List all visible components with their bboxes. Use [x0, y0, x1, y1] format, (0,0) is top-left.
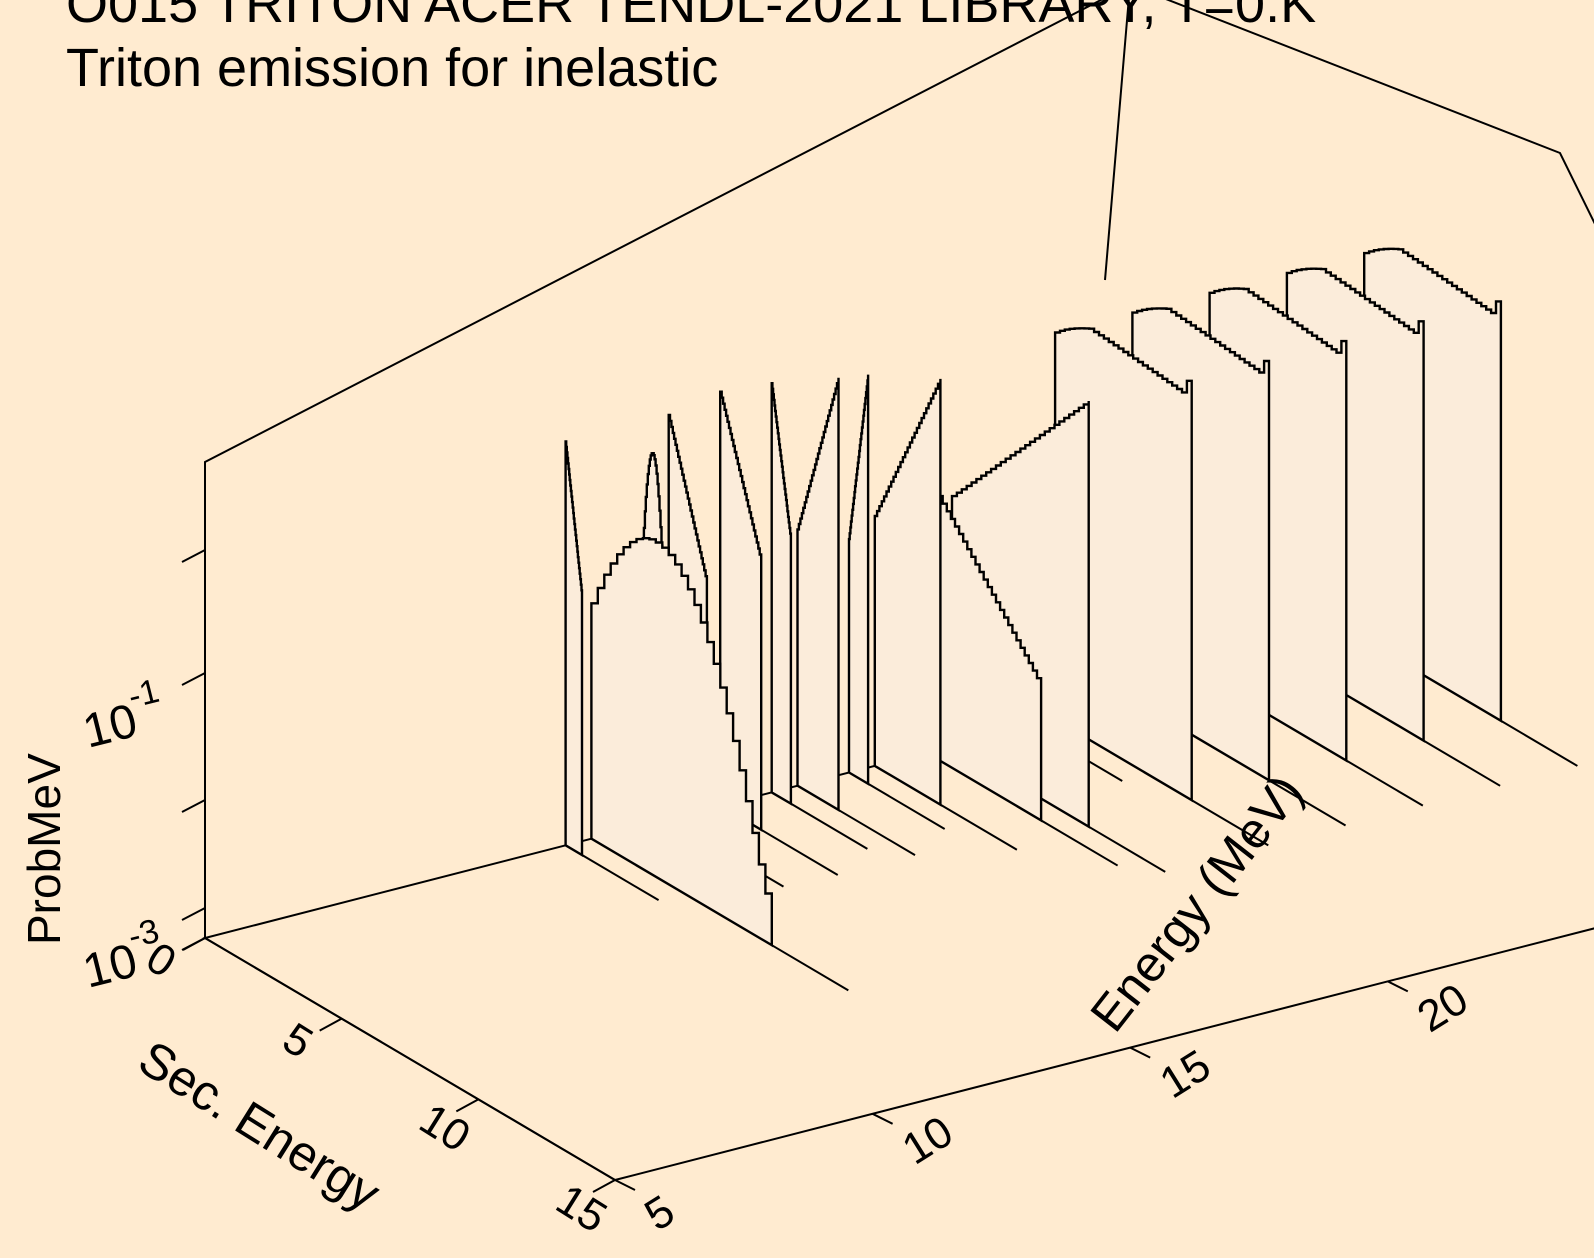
trace-slice [796, 377, 840, 813]
y-tick [1129, 1046, 1151, 1059]
y-tick-label: 5 [636, 1186, 683, 1241]
axes-layer [181, 0, 1594, 1193]
y-tick-label: 15 [1152, 1041, 1219, 1108]
trace-baseline [867, 782, 946, 830]
x-tick [592, 1179, 616, 1193]
trace-baseline [837, 809, 916, 856]
trace-slice [770, 382, 793, 806]
back-wall-right [1104, 0, 1594, 281]
z-tick-label: 10-3 [78, 912, 163, 999]
y-tick-label: 10 [894, 1107, 961, 1174]
x-tick [319, 1017, 343, 1032]
chart-title: O015 TRITON ACER TENDL-2021 LIBRARY, T=0… [66, 0, 1316, 34]
sec-energy-axis-line [204, 937, 616, 1181]
z-tick [181, 549, 206, 563]
y-tick [1387, 980, 1409, 993]
traces-layer [564, 247, 1578, 992]
x-tick [182, 937, 206, 951]
z-tick [181, 907, 206, 921]
trace-slice [590, 537, 773, 948]
trace-baseline [790, 802, 868, 850]
trace-baseline [1500, 719, 1578, 767]
trace-baseline [1345, 759, 1424, 807]
trace-baseline [760, 828, 839, 876]
z-tick [181, 672, 206, 686]
z-tick-base: 10 [78, 934, 143, 998]
y-tick [614, 1179, 636, 1191]
trace-slice [564, 440, 584, 858]
y-axis-title: Energy (MeV) [1080, 764, 1314, 1042]
trace-baseline [1268, 779, 1347, 827]
back-wall-left [204, 0, 1104, 938]
z-tick-label: 10-1 [78, 672, 163, 759]
z-tick-base: 10 [78, 694, 143, 758]
x-tick-label: 5 [274, 1014, 321, 1069]
trace-baseline [581, 854, 660, 902]
trace-baseline [1423, 739, 1501, 787]
trace-baseline [771, 944, 849, 992]
energy-axis-line [614, 927, 1594, 1181]
y-tick [872, 1112, 894, 1125]
trace-slice [873, 378, 942, 807]
trace-baseline [1088, 825, 1166, 873]
z-axis-title: ProbMeV [18, 753, 70, 945]
trace-slice [925, 472, 1043, 823]
trace-baseline [1040, 819, 1119, 867]
trace-baseline [1191, 799, 1269, 847]
x-tick [455, 1098, 479, 1113]
x-axis-title: Sec. Energy [129, 1030, 390, 1222]
trace-baseline [939, 803, 1018, 851]
y-tick-label: 20 [1409, 974, 1476, 1041]
trace-slice [847, 374, 870, 786]
z-tick [181, 799, 206, 813]
chart-subtitle: Triton emission for inelastic [66, 38, 718, 98]
